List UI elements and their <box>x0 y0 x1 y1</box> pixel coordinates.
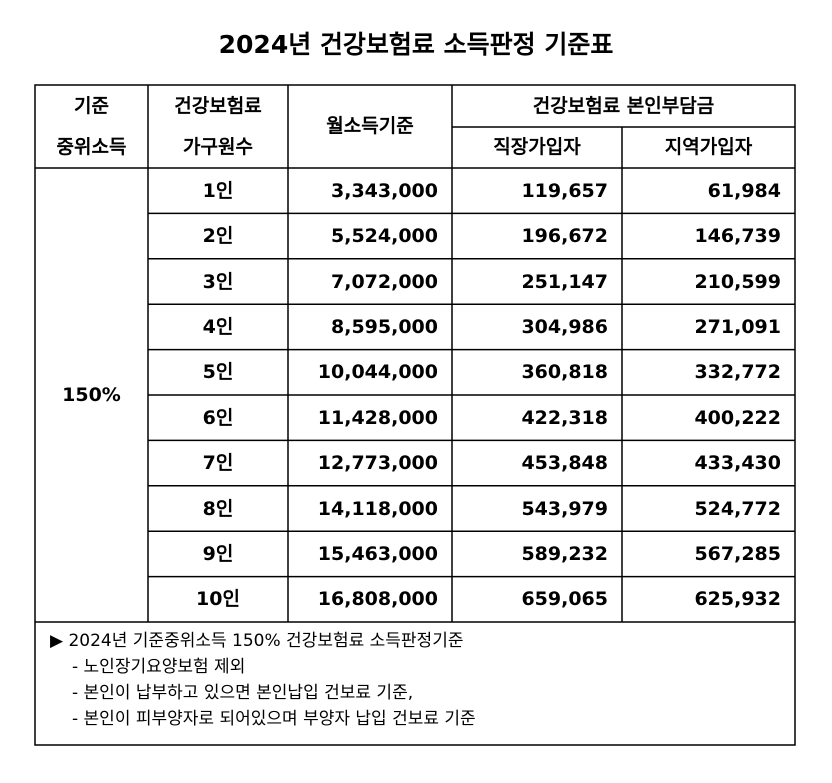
table-cell: 433,430 <box>694 452 781 475</box>
header-cell: 중위소득 <box>56 136 127 158</box>
table-cell: 210,599 <box>694 270 781 293</box>
table-cell: 360,818 <box>521 361 608 384</box>
header-cell: 지역가입자 <box>664 136 753 158</box>
table-cell: 119,657 <box>521 179 608 202</box>
table-cell: 10인 <box>196 588 240 611</box>
table-cell: 9인 <box>202 542 234 565</box>
row-group-label: 150% <box>62 384 121 406</box>
table-cell: 271,091 <box>694 315 781 338</box>
table-cell: 3,343,000 <box>331 179 438 202</box>
header-cell: 가구원수 <box>183 136 253 158</box>
header-cell: 월소득기준 <box>326 115 414 137</box>
table-cell: 8인 <box>202 497 234 520</box>
table-cell: 1인 <box>202 179 234 202</box>
table-cell: 543,979 <box>521 497 608 520</box>
table-cell: 589,232 <box>521 542 608 565</box>
table-cell: 11,428,000 <box>317 406 438 429</box>
table-cell: 251,147 <box>521 270 608 293</box>
note-line: - 본인이 피부양자로 되어있으며 부양자 납입 건보료 기준 <box>72 709 476 729</box>
table-cell: 7인 <box>202 452 234 475</box>
table-cell: 16,808,000 <box>317 588 438 611</box>
table-cell: 10,044,000 <box>317 361 438 384</box>
title: 2024년 건강보험료 소득판정 기준표 <box>218 30 614 59</box>
table-cell: 567,285 <box>694 542 781 565</box>
table-cell: 8,595,000 <box>331 315 438 338</box>
table-cell: 6인 <box>202 406 234 429</box>
table-cell: 146,739 <box>694 225 781 248</box>
table-cell: 422,318 <box>521 406 608 429</box>
header-cell: 건강보험료 <box>174 95 262 117</box>
table-cell: 332,772 <box>694 361 781 384</box>
header-cell: 건강보험료 본인부담금 <box>532 95 715 117</box>
table-cell: 2인 <box>202 225 234 248</box>
note-line: ▶ 2024년 기준중위소득 150% 건강보험료 소득판정기준 <box>50 631 464 651</box>
note-line: - 본인이 납부하고 있으면 본인납입 건보료 기준, <box>72 683 414 703</box>
table-cell: 7,072,000 <box>331 270 438 293</box>
header-cell: 기준 <box>74 95 109 117</box>
table-cell: 453,848 <box>521 452 608 475</box>
table-cell: 15,463,000 <box>317 542 438 565</box>
table-cell: 196,672 <box>521 225 608 248</box>
table-cell: 14,118,000 <box>317 497 438 520</box>
table-cell: 400,222 <box>694 406 781 429</box>
note-line: - 노인장기요양보험 제외 <box>72 657 246 677</box>
table-cell: 4인 <box>202 315 234 338</box>
table-cell: 304,986 <box>521 315 608 338</box>
table-cell: 524,772 <box>694 497 781 520</box>
table-cell: 5,524,000 <box>331 225 438 248</box>
table-border <box>34 84 796 746</box>
header-cell: 직장가입자 <box>493 136 581 158</box>
table-cell: 12,773,000 <box>317 452 438 475</box>
table-cell: 61,984 <box>707 179 781 202</box>
table-cell: 3인 <box>202 270 234 293</box>
table-cell: 659,065 <box>521 588 608 611</box>
table-cell: 5인 <box>202 361 234 384</box>
table-cell: 625,932 <box>694 588 781 611</box>
